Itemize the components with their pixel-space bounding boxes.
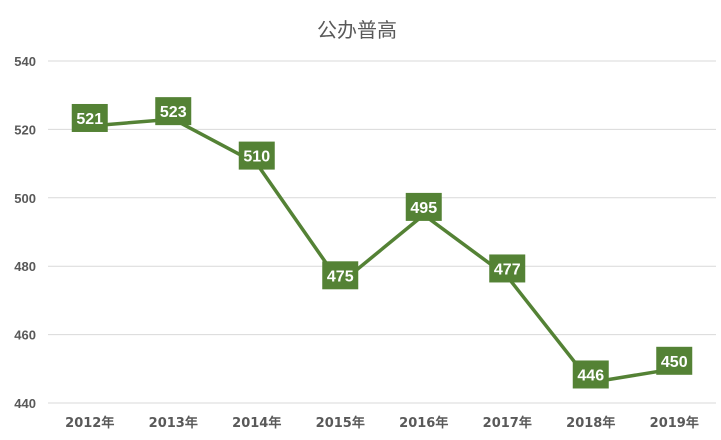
- y-axis-ticks: 440 460 480 500 520 540: [14, 54, 36, 411]
- data-label-value: 495: [410, 200, 437, 217]
- data-labels: 521 523 510 475 495 477 446 450: [71, 97, 693, 389]
- data-label: 446: [572, 360, 609, 389]
- data-label-value: 446: [577, 367, 604, 384]
- data-label-box: [71, 103, 108, 132]
- x-tick-label: 2015年: [316, 415, 365, 431]
- data-label: 521: [71, 103, 108, 132]
- x-tick-label: 2018年: [566, 415, 615, 431]
- data-label-box: [405, 192, 442, 221]
- x-tick-label: 2012年: [65, 415, 114, 431]
- data-label-value: 450: [661, 354, 688, 371]
- data-label-value: 475: [327, 268, 354, 285]
- data-label: 495: [405, 192, 442, 221]
- y-tick-label: 480: [14, 259, 36, 274]
- data-label-value: 510: [243, 149, 270, 166]
- data-label-box: [572, 360, 609, 389]
- data-label-value: 521: [76, 111, 103, 128]
- y-tick-label: 520: [14, 122, 36, 137]
- data-label-box: [155, 97, 192, 126]
- gridlines: [48, 60, 716, 404]
- x-tick-label: 2016年: [399, 415, 448, 431]
- data-label-box: [656, 346, 693, 375]
- data-label: 523: [155, 97, 192, 126]
- data-label: 510: [238, 141, 275, 170]
- data-label: 477: [489, 254, 526, 283]
- x-tick-label: 2014年: [232, 415, 281, 431]
- data-label-value: 477: [494, 261, 521, 278]
- y-tick-label: 500: [14, 191, 36, 206]
- data-label: 450: [656, 346, 693, 375]
- series-line: [88, 117, 676, 385]
- data-label-box: [489, 254, 526, 283]
- y-tick-label: 440: [14, 396, 36, 411]
- data-label-box: [238, 141, 275, 170]
- x-tick-label: 2013年: [149, 415, 198, 431]
- data-label: 475: [322, 261, 359, 290]
- chart-title: 公办普高: [317, 18, 397, 42]
- data-label-box: [322, 261, 359, 290]
- x-tick-label: 2019年: [650, 415, 699, 431]
- y-tick-label: 540: [14, 54, 36, 69]
- series-lines: [88, 117, 676, 385]
- y-tick-label: 460: [14, 328, 36, 343]
- x-tick-label: 2017年: [483, 415, 532, 431]
- data-label-value: 523: [160, 104, 187, 121]
- x-axis-ticks: 2012年 2013年 2014年 2015年 2016年 2017年 2018年 2019年: [65, 415, 699, 431]
